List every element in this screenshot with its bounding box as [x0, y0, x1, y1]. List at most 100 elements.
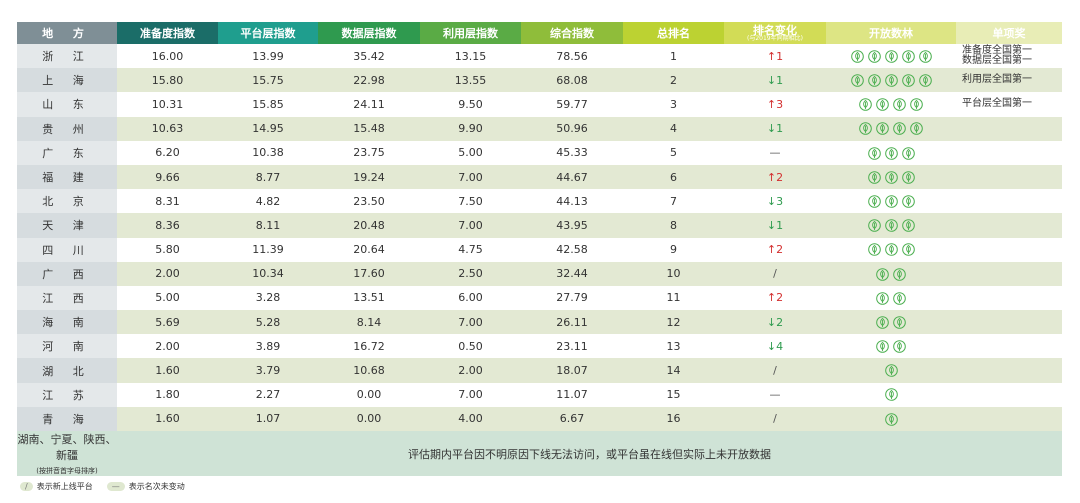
- award: 利用层全国第一: [962, 74, 1032, 86]
- index-cell: 3.79: [218, 358, 318, 383]
- index-cell: 13.55: [420, 68, 521, 93]
- rank-cell: 2: [623, 68, 724, 93]
- table-row: 浙 江 16.00 13.99 35.42 13.15 78.56 1 ↑1 准备度全国第一 数据…: [17, 44, 1062, 69]
- index-cell: 11.07: [521, 382, 623, 407]
- leaf-icon: [859, 98, 872, 112]
- table-body: 浙 江 16.00 13.99 35.42 13.15 78.56 1 ↑1 准备度全国第一 数据…: [17, 44, 1062, 476]
- place-cell: 浙 江: [17, 44, 117, 69]
- index-cell: 10.34: [218, 261, 318, 286]
- legend-item: — 表示名次未变动: [106, 481, 185, 492]
- awards-cell: 平台层全国第一: [956, 92, 1062, 117]
- index-cell: 50.96: [521, 116, 623, 141]
- column-title: 平台层指数: [240, 26, 296, 40]
- place-cell: 广 东: [17, 140, 117, 165]
- leaf-icon: [876, 316, 889, 329]
- table-row: 青 海 1.60 1.07 0.00 4.00 6.67 16/: [17, 406, 1062, 431]
- index-cell: 32.44: [521, 261, 623, 286]
- rank-change-cell: ↓3: [724, 189, 826, 214]
- awards-cell: [956, 189, 1062, 214]
- rank-cell: 9: [623, 237, 724, 262]
- rank-change-cell: ↓2: [724, 310, 826, 335]
- leaf-icon: [901, 74, 915, 87]
- leaf-icon: [893, 267, 906, 281]
- table-row: 江 苏 1.80 2.27 0.00 7.00 11.07 15—: [17, 382, 1062, 407]
- leaf-icon: [884, 146, 898, 160]
- index-cell: 5.00: [117, 285, 218, 311]
- index-cell: 7.00: [420, 382, 521, 407]
- rank-cell: 4: [623, 116, 724, 141]
- leaves-cell: [826, 261, 956, 286]
- leaf-icon: [893, 291, 906, 305]
- awards-cell: [956, 261, 1062, 286]
- leaf-icon: [893, 340, 906, 353]
- rank-change-cell: ↑1: [724, 44, 826, 69]
- column-title: 地 方: [42, 26, 92, 40]
- table-row: 天 津 8.36 8.11 20.48 7.00 43.95 8 ↓1: [17, 213, 1062, 238]
- index-cell: 5.28: [218, 310, 318, 335]
- rank-change-cell: ↓4: [724, 334, 826, 359]
- places-note: (按拼音首字母排序): [36, 467, 98, 475]
- leaf-icon: [884, 364, 898, 378]
- awards-cell: [956, 140, 1062, 165]
- rank-change-cell: /: [724, 406, 826, 431]
- column-title: 总排名: [657, 26, 690, 40]
- index-cell: 16.00: [117, 44, 218, 69]
- table-row: 上 海 15.80 15.75 22.98 13.55 68.08 2 ↓1 利用层全国第一: [17, 68, 1062, 93]
- leaves-cell: [826, 92, 956, 117]
- rank-cell: 1: [623, 44, 724, 69]
- place-cell: 河 南: [17, 334, 117, 359]
- leaf-icon: [884, 388, 898, 402]
- index-cell: 23.75: [318, 140, 420, 165]
- leaves-cell: [826, 382, 956, 407]
- rank-cell: 5: [623, 140, 724, 165]
- place-cell: 山 东: [17, 92, 117, 117]
- rank-change-cell: —: [724, 140, 826, 165]
- award: 平台层全国第一: [962, 98, 1032, 110]
- index-cell: 8.14: [318, 310, 420, 335]
- footer-places: 湖南、宁夏、陕西、新疆 (按拼音首字母排序): [17, 431, 117, 476]
- column-header: 平台层指数: [218, 22, 318, 44]
- legend: / 表示新上线平台 — 表示名次未变动: [20, 481, 185, 492]
- leaf-icon: [901, 195, 915, 208]
- leaves-cell: [826, 44, 956, 69]
- index-cell: 18.07: [521, 358, 623, 383]
- index-cell: 6.20: [117, 140, 218, 165]
- index-cell: 9.90: [420, 116, 521, 141]
- ranking-table: 地 方 准备度指数 平台层指数 数据层指数 利用层指数 综合指数 总排名 排名变化 (与2019…: [17, 22, 1062, 476]
- index-cell: 8.36: [117, 213, 218, 238]
- footer-note: 评估期内平台因不明原因下线无法访问，或平台虽在线但实际上未开放数据: [117, 431, 1062, 476]
- index-cell: 68.08: [521, 68, 623, 93]
- place-cell: 四 川: [17, 237, 117, 262]
- index-cell: 7.00: [420, 213, 521, 238]
- column-subtitle: (与2019年同期相比): [747, 34, 803, 42]
- index-cell: 14.95: [218, 116, 318, 141]
- leaf-icon: [884, 195, 898, 208]
- column-header: 开放数林: [826, 22, 956, 44]
- index-cell: 5.80: [117, 237, 218, 262]
- index-cell: 7.00: [420, 310, 521, 335]
- legend-symbol: —: [106, 482, 125, 491]
- index-cell: 11.39: [218, 237, 318, 262]
- index-cell: 10.31: [117, 92, 218, 117]
- index-cell: 13.51: [318, 285, 420, 311]
- legend-text: 表示名次未变动: [128, 482, 185, 491]
- table-row: 海 南 5.69 5.28 8.14 7.00 26.11 12 ↓2: [17, 310, 1062, 335]
- index-cell: 7.00: [420, 164, 521, 190]
- index-cell: 1.07: [218, 406, 318, 431]
- awards-cell: [956, 116, 1062, 141]
- place-cell: 福 建: [17, 164, 117, 190]
- awards-cell: 利用层全国第一: [956, 68, 1062, 93]
- index-cell: 16.72: [318, 334, 420, 359]
- rank-change-cell: /: [724, 261, 826, 286]
- header-row: 地 方 准备度指数 平台层指数 数据层指数 利用层指数 综合指数 总排名 排名变化 (与2019…: [17, 22, 1062, 44]
- index-cell: 20.64: [318, 237, 420, 262]
- awards-cell: [956, 358, 1062, 383]
- rank-change-cell: —: [724, 382, 826, 407]
- leaf-icon: [884, 74, 898, 87]
- rank-change-cell: ↑2: [724, 285, 826, 311]
- column-header: 总排名: [623, 22, 724, 44]
- index-cell: 45.33: [521, 140, 623, 165]
- leaf-icon: [901, 146, 915, 160]
- index-cell: 27.79: [521, 285, 623, 311]
